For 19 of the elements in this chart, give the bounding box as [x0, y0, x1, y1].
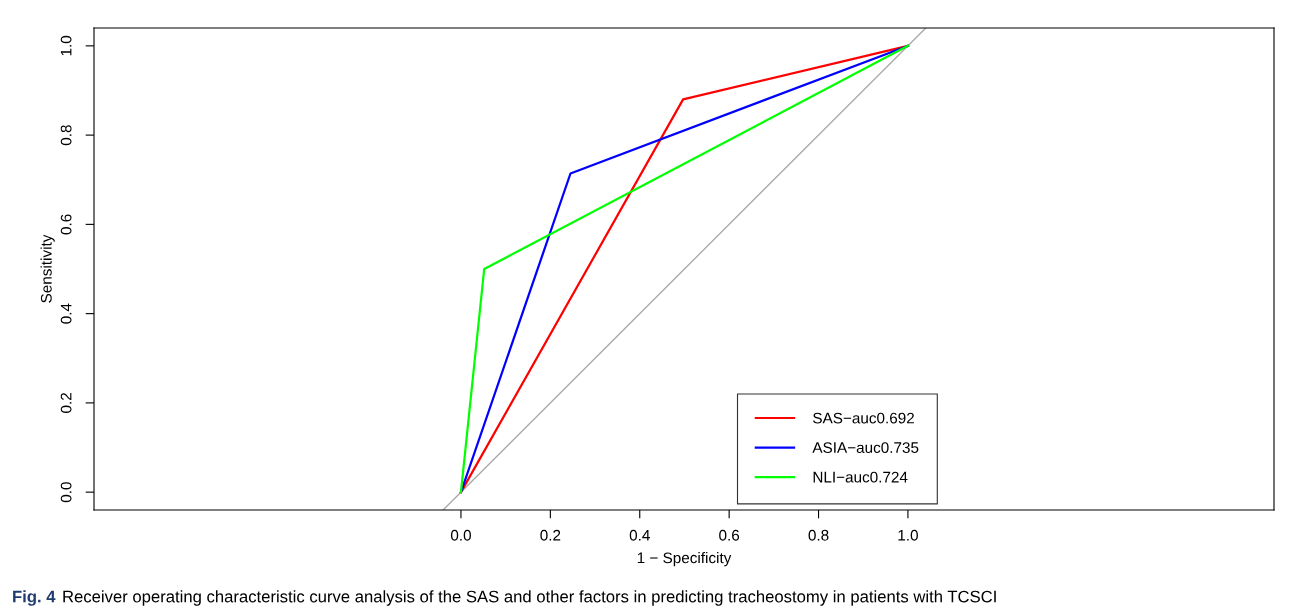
- y-tick-label: 0.4: [60, 303, 72, 324]
- x-tick-label: 0.0: [450, 529, 471, 541]
- legend-label: ASIA−auc0.735: [812, 442, 919, 454]
- x-tick-label: 0.2: [540, 529, 561, 541]
- y-tick-label: 0.0: [60, 482, 72, 503]
- x-tick-label: 0.8: [808, 529, 829, 541]
- y-tick-label: 0.8: [60, 125, 72, 146]
- x-axis-title: 1 − Specificity: [637, 552, 732, 567]
- caption: Fig. 4: [13, 590, 56, 606]
- y-tick-label: 1.0: [60, 35, 72, 56]
- legend-label: SAS−auc0.692: [813, 412, 914, 424]
- legend-label: NLI−auc0.724: [813, 471, 908, 483]
- x-tick-label: 0.6: [719, 529, 740, 541]
- y-tick-label: 0.2: [60, 393, 72, 413]
- y-tick-label: 0.6: [60, 214, 72, 235]
- text: Receiver operating characteristic curve analysis of the SAS and other factors in predicting tracheostomy in patients with TCSCI: [63, 590, 996, 606]
- x-tick-label: 1.0: [898, 529, 918, 541]
- y-axis-title: Sensitivity: [40, 234, 55, 303]
- x-tick-label: 0.4: [629, 529, 650, 541]
